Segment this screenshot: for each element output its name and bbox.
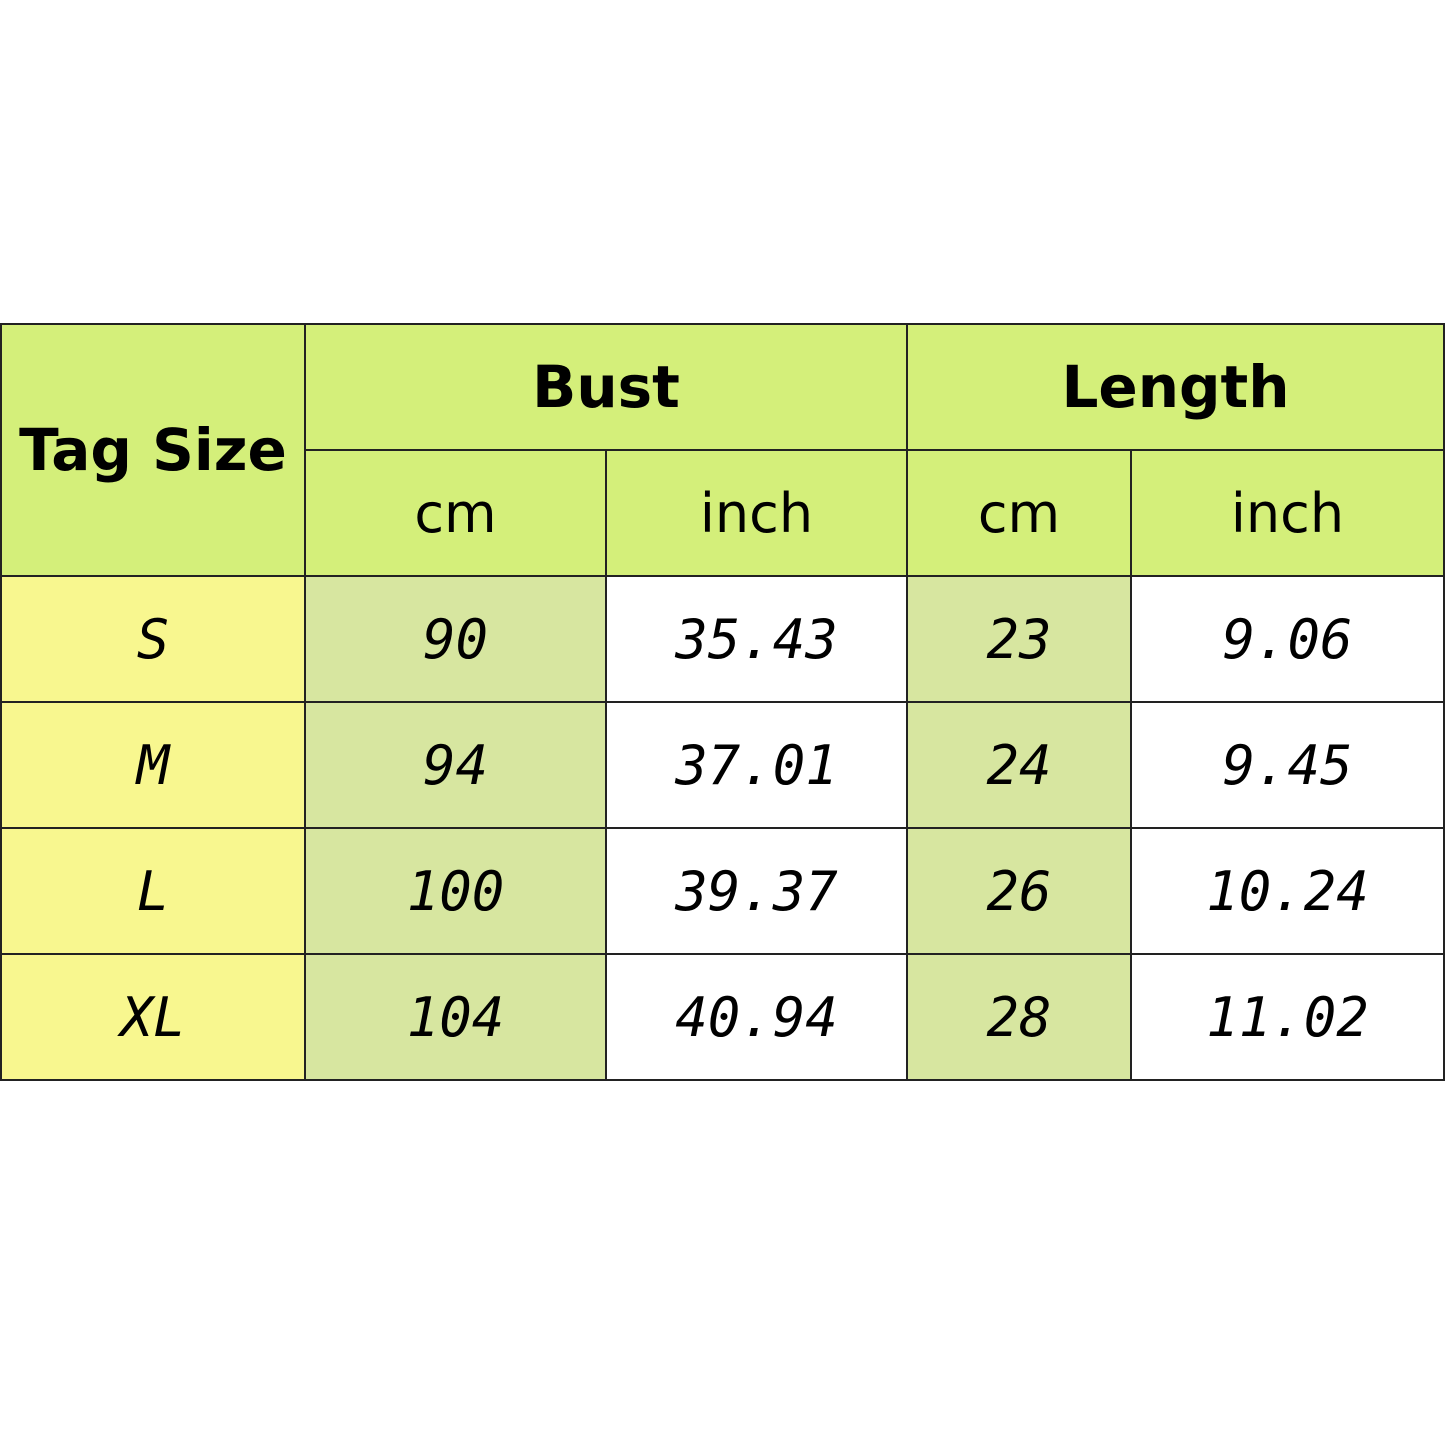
table-cell: 40.94 (605, 953, 908, 1081)
table-cell: 9.45 (1130, 701, 1445, 829)
table-cell: L (0, 827, 306, 955)
table-cell: 100 (304, 827, 607, 955)
header-cell: Bust (304, 323, 908, 451)
table-cell: 37.01 (605, 701, 908, 829)
table-cell: 39.37 (605, 827, 908, 955)
table-cell: inch (1130, 449, 1445, 577)
table-cell: S (0, 575, 306, 703)
table-cell: 28 (906, 953, 1132, 1081)
table-cell: cm (304, 449, 607, 577)
header-cell: Tag Size (0, 323, 306, 577)
table-cell: 24 (906, 701, 1132, 829)
table-cell: 90 (304, 575, 607, 703)
table-cell: cm (906, 449, 1132, 577)
table-cell: 9.06 (1130, 575, 1445, 703)
table-cell: 11.02 (1130, 953, 1445, 1081)
table-cell: M (0, 701, 306, 829)
header-cell: Length (906, 323, 1445, 451)
table-cell: 26 (906, 827, 1132, 955)
table-cell: 104 (304, 953, 607, 1081)
table-cell: 94 (304, 701, 607, 829)
table-cell: inch (605, 449, 908, 577)
size-table: Tag Size Bust Length cm inch cm inch S 90 35.… (0, 323, 1445, 1081)
table-cell: XL (0, 953, 306, 1081)
table-cell: 23 (906, 575, 1132, 703)
table-cell: 35.43 (605, 575, 908, 703)
table-cell: 10.24 (1130, 827, 1445, 955)
